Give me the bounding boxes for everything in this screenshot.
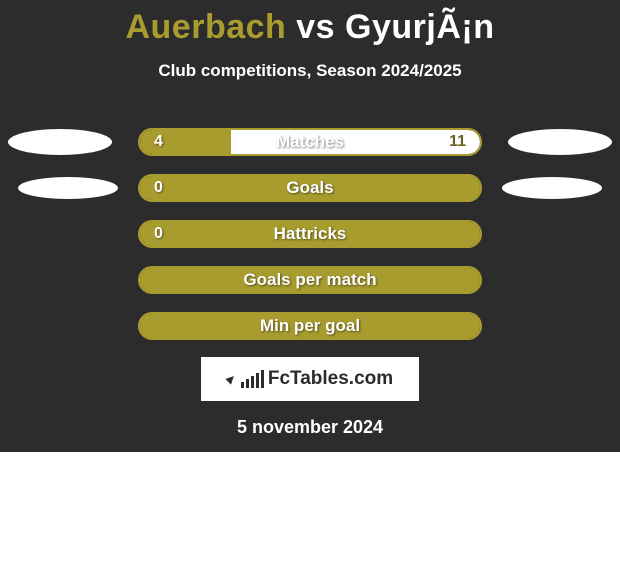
stat-bar: Min per goal bbox=[138, 312, 482, 340]
right-team-oval bbox=[502, 177, 602, 199]
stat-bar: Goals per match bbox=[138, 266, 482, 294]
vs-separator: vs bbox=[296, 8, 335, 46]
stat-bar: 0 Hattricks bbox=[138, 220, 482, 248]
stat-row-matches: 4 Matches 11 bbox=[0, 119, 620, 165]
player-right-name: GyurjÃ¡n bbox=[345, 8, 494, 46]
competition-subtitle: Club competitions, Season 2024/2025 bbox=[0, 61, 620, 81]
stat-label: Goals bbox=[140, 178, 480, 198]
stat-label: Min per goal bbox=[140, 316, 480, 336]
player-left-name: Auerbach bbox=[125, 8, 286, 46]
comparison-title: Auerbach vs GyurjÃ¡n bbox=[0, 8, 620, 47]
logo-text: FcTables.com bbox=[268, 368, 393, 390]
stat-row-goals-per-match: Goals per match bbox=[0, 257, 620, 303]
stat-label: Goals per match bbox=[140, 270, 480, 290]
stat-row-goals: 0 Goals bbox=[0, 165, 620, 211]
stat-row-hattricks: 0 Hattricks bbox=[0, 211, 620, 257]
fctables-logo[interactable]: FcTables.com bbox=[201, 357, 419, 401]
stat-label: Matches bbox=[140, 132, 480, 152]
comparison-panel: Auerbach vs GyurjÃ¡n Club competitions, … bbox=[0, 0, 620, 452]
left-team-oval bbox=[8, 129, 112, 155]
stat-bar: 4 Matches 11 bbox=[138, 128, 482, 156]
stat-row-min-per-goal: Min per goal bbox=[0, 303, 620, 349]
date-label: 5 november 2024 bbox=[0, 417, 620, 438]
stat-value-right: 11 bbox=[449, 133, 466, 151]
logo-arrow-icon bbox=[225, 373, 236, 384]
left-team-oval bbox=[18, 177, 118, 199]
stat-bar: 0 Goals bbox=[138, 174, 482, 202]
stat-label: Hattricks bbox=[140, 224, 480, 244]
right-team-oval bbox=[508, 129, 612, 155]
logo-bars-icon bbox=[241, 370, 264, 388]
